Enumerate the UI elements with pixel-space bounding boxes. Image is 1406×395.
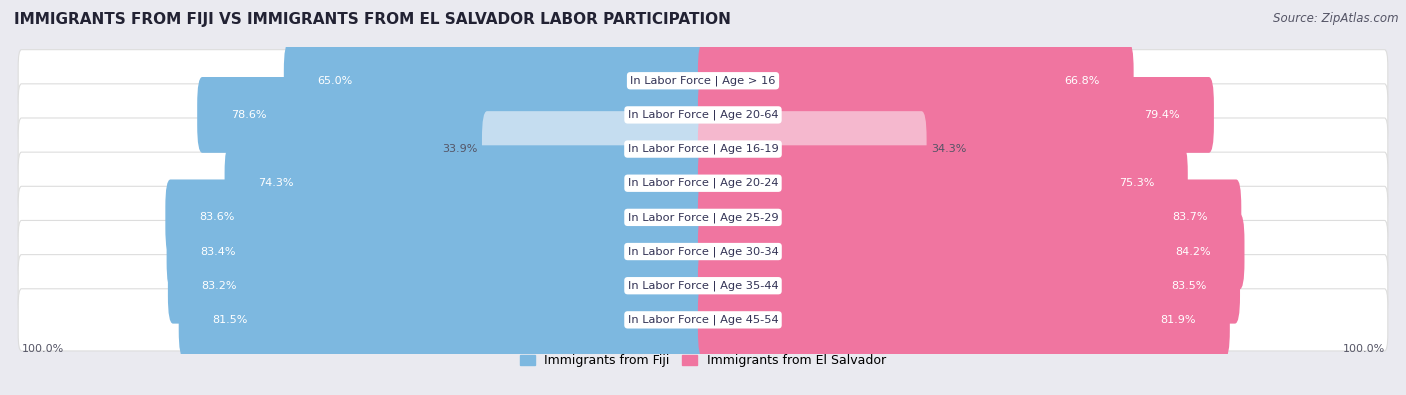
FancyBboxPatch shape	[197, 77, 709, 153]
Text: 83.5%: 83.5%	[1171, 281, 1206, 291]
Text: Source: ZipAtlas.com: Source: ZipAtlas.com	[1274, 12, 1399, 25]
FancyBboxPatch shape	[18, 152, 1388, 214]
FancyBboxPatch shape	[18, 118, 1388, 180]
FancyBboxPatch shape	[697, 179, 1241, 255]
Text: 81.5%: 81.5%	[212, 315, 247, 325]
FancyBboxPatch shape	[167, 248, 709, 324]
Text: 81.9%: 81.9%	[1160, 315, 1197, 325]
FancyBboxPatch shape	[18, 289, 1388, 351]
Text: In Labor Force | Age 20-24: In Labor Force | Age 20-24	[627, 178, 779, 188]
Text: In Labor Force | Age > 16: In Labor Force | Age > 16	[630, 75, 776, 86]
Text: IMMIGRANTS FROM FIJI VS IMMIGRANTS FROM EL SALVADOR LABOR PARTICIPATION: IMMIGRANTS FROM FIJI VS IMMIGRANTS FROM …	[14, 12, 731, 27]
FancyBboxPatch shape	[697, 282, 1230, 358]
FancyBboxPatch shape	[284, 43, 709, 118]
FancyBboxPatch shape	[697, 43, 1133, 118]
FancyBboxPatch shape	[697, 248, 1240, 324]
FancyBboxPatch shape	[18, 186, 1388, 248]
Text: In Labor Force | Age 30-34: In Labor Force | Age 30-34	[627, 246, 779, 257]
FancyBboxPatch shape	[166, 179, 709, 255]
Text: In Labor Force | Age 20-64: In Labor Force | Age 20-64	[627, 110, 779, 120]
Text: In Labor Force | Age 45-54: In Labor Force | Age 45-54	[627, 314, 779, 325]
FancyBboxPatch shape	[18, 84, 1388, 146]
Text: 100.0%: 100.0%	[21, 344, 63, 354]
FancyBboxPatch shape	[18, 220, 1388, 283]
FancyBboxPatch shape	[697, 214, 1244, 290]
Text: In Labor Force | Age 25-29: In Labor Force | Age 25-29	[627, 212, 779, 223]
FancyBboxPatch shape	[18, 50, 1388, 112]
Text: 74.3%: 74.3%	[259, 178, 294, 188]
Text: 33.9%: 33.9%	[441, 144, 478, 154]
FancyBboxPatch shape	[18, 255, 1388, 317]
Text: In Labor Force | Age 35-44: In Labor Force | Age 35-44	[627, 280, 779, 291]
Text: 83.4%: 83.4%	[201, 246, 236, 256]
Legend: Immigrants from Fiji, Immigrants from El Salvador: Immigrants from Fiji, Immigrants from El…	[515, 349, 891, 372]
FancyBboxPatch shape	[482, 111, 709, 187]
FancyBboxPatch shape	[697, 111, 927, 187]
FancyBboxPatch shape	[167, 214, 709, 290]
Text: 84.2%: 84.2%	[1175, 246, 1211, 256]
FancyBboxPatch shape	[697, 145, 1188, 221]
FancyBboxPatch shape	[179, 282, 709, 358]
Text: In Labor Force | Age 16-19: In Labor Force | Age 16-19	[627, 144, 779, 154]
FancyBboxPatch shape	[697, 77, 1213, 153]
Text: 83.2%: 83.2%	[201, 281, 238, 291]
Text: 83.6%: 83.6%	[200, 213, 235, 222]
Text: 100.0%: 100.0%	[1343, 344, 1385, 354]
Text: 78.6%: 78.6%	[231, 110, 267, 120]
Text: 83.7%: 83.7%	[1173, 213, 1208, 222]
Text: 79.4%: 79.4%	[1144, 110, 1180, 120]
FancyBboxPatch shape	[225, 145, 709, 221]
Text: 75.3%: 75.3%	[1119, 178, 1154, 188]
Text: 34.3%: 34.3%	[931, 144, 966, 154]
Text: 65.0%: 65.0%	[318, 76, 353, 86]
Text: 66.8%: 66.8%	[1064, 76, 1099, 86]
